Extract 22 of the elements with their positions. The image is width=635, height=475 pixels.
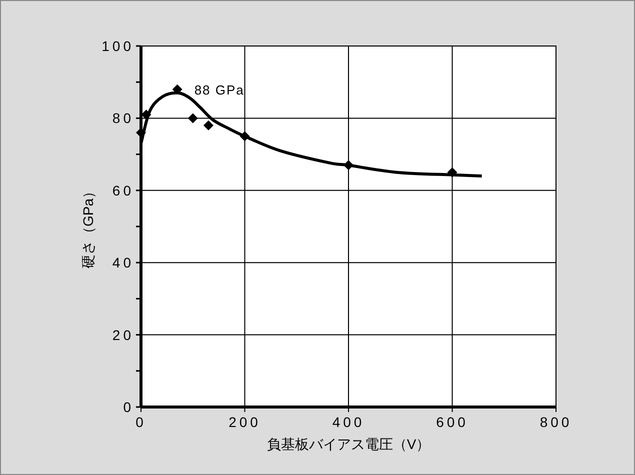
x-tick-label: 0 <box>136 414 146 430</box>
x-tick-label: 800 <box>540 414 572 430</box>
point <box>172 84 182 94</box>
y-tick-label: 0 <box>123 399 134 415</box>
x-tick-label: 600 <box>436 414 468 430</box>
x-tick-label: 200 <box>228 414 261 430</box>
y-tick-label: 60 <box>112 182 134 198</box>
y-tick-label: 20 <box>112 326 134 343</box>
x-tick-label: 400 <box>332 414 365 430</box>
point <box>240 131 250 142</box>
point <box>203 120 214 130</box>
y-axis-title: 硬さ（GPa） <box>80 184 96 269</box>
point <box>344 160 354 170</box>
x-axis-title: 負基板バイアス電圧（V） <box>266 436 430 452</box>
point <box>136 128 146 138</box>
point <box>141 110 152 120</box>
annotation: 88 GPa <box>194 82 244 98</box>
y-tick-label: 80 <box>112 110 134 126</box>
y-tick-label: 40 <box>112 254 134 271</box>
y-tick-label: 100 <box>102 38 134 54</box>
point <box>188 113 198 124</box>
point <box>447 167 458 178</box>
